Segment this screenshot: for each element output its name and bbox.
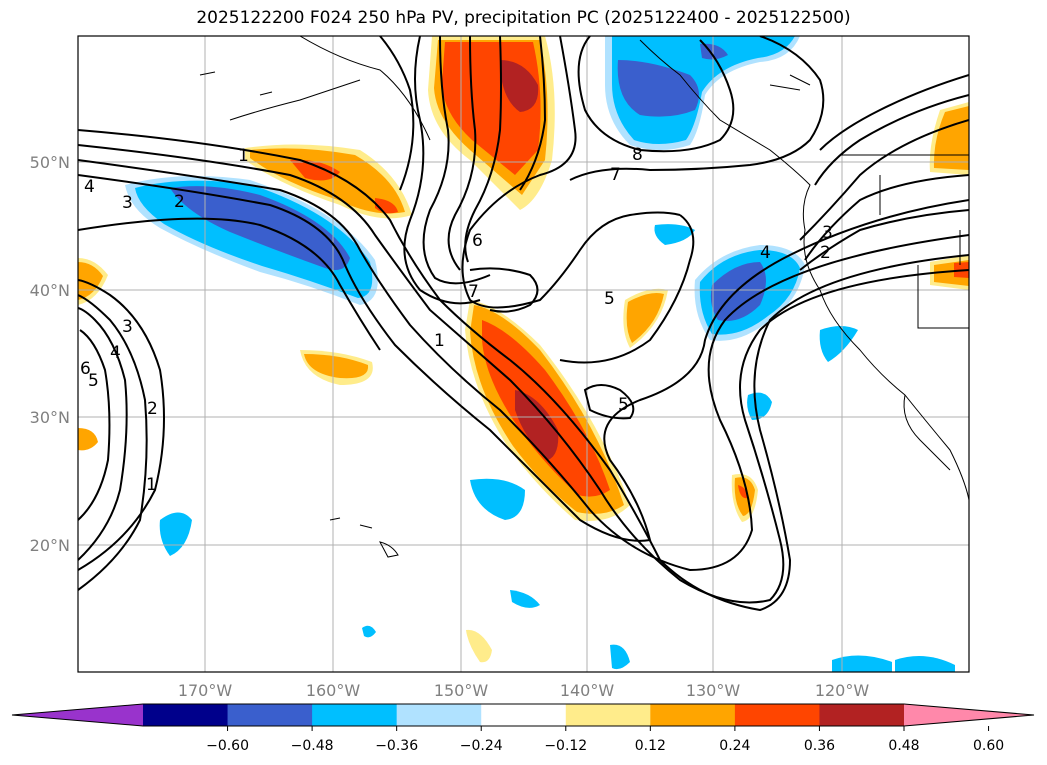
colorbar-label: 0.60 [973,738,1004,754]
contour-label: 4 [760,243,771,263]
contour-label: 4 [84,177,95,197]
contour-label: 5 [88,371,99,391]
map-title: 2025122200 F024 250 hPa PV, precipitatio… [196,8,851,28]
coastlines [199,36,969,558]
lat-tick: 20°N [30,536,70,555]
contour-label: 1 [146,475,157,495]
colorbar-segment [481,704,567,726]
pv-contours [78,36,969,612]
colorbar-segment [734,704,820,726]
lon-tick: 160°W [306,681,361,700]
lon-tick: 170°W [178,681,233,700]
contour-label: 2 [174,192,185,212]
colorbar-segment [396,704,482,726]
lon-tick: 150°W [434,681,489,700]
colorbar-label: 0.12 [635,738,666,754]
contour-label: 7 [468,282,479,302]
colorbar-segment [312,704,398,726]
contour-label: 7 [610,165,621,185]
contour-label: 8 [632,145,643,165]
contour-label: 6 [80,359,91,379]
contour-label: 6 [472,231,483,251]
colorbar-label: 0.36 [804,738,835,754]
colorbar-label: −0.36 [375,738,418,754]
colorbar-segment [565,704,651,726]
lat-tick-labels: 50°N 40°N 30°N 20°N [30,153,70,555]
colorbar-label: 0.24 [719,738,750,754]
colorbar-label: 0.48 [888,738,919,754]
contour-label: 4 [110,343,121,363]
colorbar-label: −0.12 [544,738,587,754]
lat-tick: 50°N [30,153,70,172]
contour-label: 5 [604,289,615,309]
contour-label: 2 [147,399,158,419]
lon-tick: 130°W [686,681,741,700]
contour-label: 3 [122,193,133,213]
graticule [78,36,969,672]
colorbar-segment [227,704,313,726]
lon-tick-labels: 170°W 160°W 150°W 140°W 130°W 120°W [178,681,870,700]
lat-tick: 30°N [30,408,70,427]
colorbar-label: −0.24 [460,738,503,754]
contour-label: 3 [122,317,133,337]
contour-label: 3 [822,223,833,243]
colorbar-label: −0.48 [291,738,334,754]
colorbar-segment [650,704,736,726]
contour-label: 5 [618,395,629,415]
contour-label: 1 [434,331,445,351]
colorbar-extend-low [12,704,143,726]
contour-label: 2 [820,243,831,263]
contour-labels: 1 1 1 2 2 2 3 3 3 4 4 4 5 5 5 6 6 7 7 8 [80,145,833,495]
lon-tick: 140°W [560,681,615,700]
lon-tick: 120°W [815,681,870,700]
contour-label: 1 [238,146,249,166]
colorbar-extend-high [904,704,1034,726]
precip-shading [78,36,969,672]
lat-tick: 40°N [30,281,70,300]
colorbar-segment [819,704,905,726]
colorbar: −0.60 −0.48 −0.36 −0.24 −0.12 0.12 0.24 0.36 0.4… [11,703,1035,754]
colorbar-label: −0.60 [206,738,249,754]
colorbar-outline [11,703,1035,727]
map-frame [77,35,970,673]
colorbar-segment [143,704,229,726]
